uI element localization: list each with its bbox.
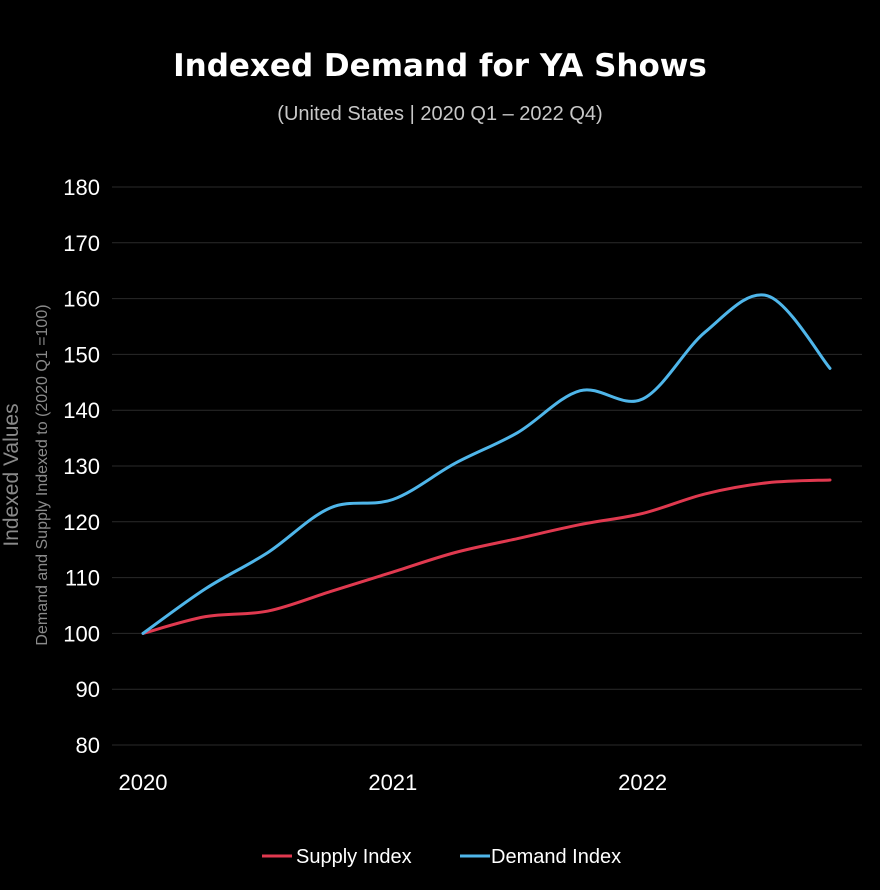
series-line-supply-index: [141, 478, 832, 635]
y-axis-sublabel: Demand and Supply Indexed to (2020 Q1 =1…: [34, 304, 51, 645]
y-tick-label: 180: [63, 175, 100, 200]
legend-label-supply-index: Supply Index: [296, 846, 412, 868]
y-tick-label: 170: [63, 231, 100, 256]
y-tick-label: 80: [76, 733, 100, 758]
y-tick-label: 110: [65, 566, 100, 591]
y-tick-label: 100: [63, 621, 100, 646]
series-line-demand-index: [141, 293, 832, 635]
y-tick-label: 150: [63, 342, 100, 367]
x-tick-label: 2020: [119, 770, 168, 795]
y-tick-label: 140: [63, 398, 100, 423]
series-lines: [141, 293, 832, 635]
x-tick-label: 2022: [618, 770, 667, 795]
y-tick-label: 90: [76, 677, 100, 702]
y-tick-label: 120: [63, 510, 100, 535]
y-tick-label: 130: [63, 454, 100, 479]
gridlines: [112, 186, 862, 746]
y-tick-label: 160: [63, 287, 100, 312]
y-axis-ticks: 80 90 100 110 120 130 140 150 160 170 180: [63, 175, 100, 758]
x-axis-ticks: 2020 2021 2022: [119, 770, 668, 795]
y-axis-label: Indexed Values: [0, 403, 23, 546]
legend: Supply Index Demand Index: [262, 846, 621, 868]
x-tick-label: 2021: [368, 770, 417, 795]
chart-subtitle: (United States | 2020 Q1 – 2022 Q4): [277, 103, 603, 125]
chart-title: Indexed Demand for YA Shows: [173, 48, 707, 84]
legend-label-demand-index: Demand Index: [491, 846, 621, 868]
